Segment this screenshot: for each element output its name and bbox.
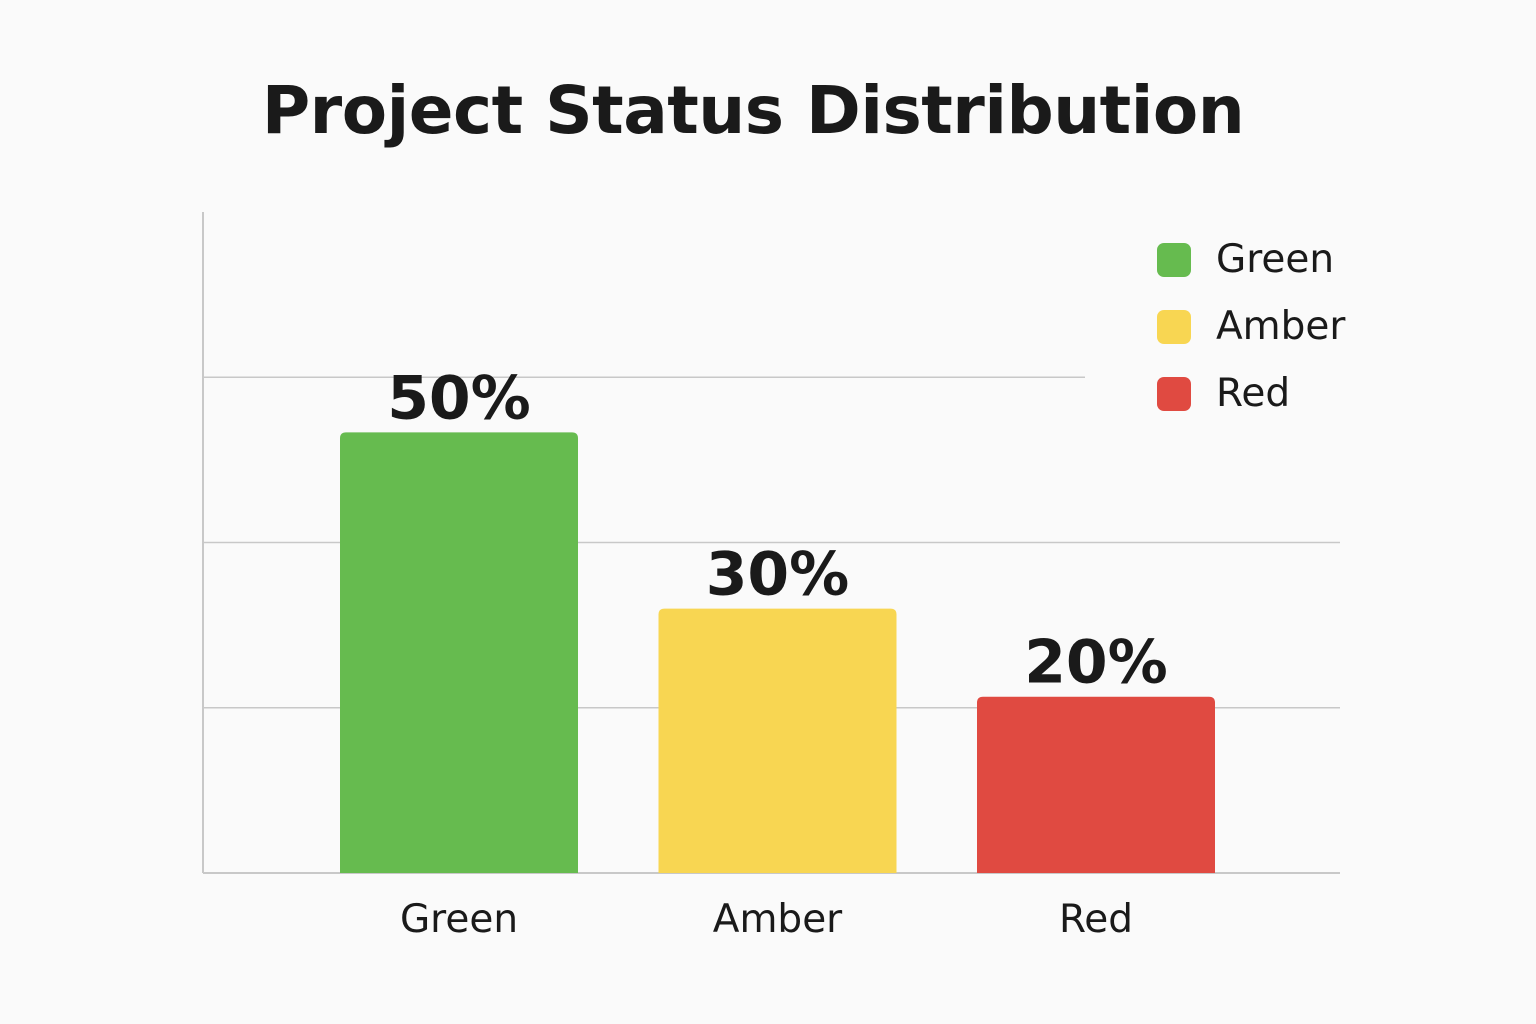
tick-label-green: Green (400, 897, 518, 942)
legend-swatch-amber (1157, 309, 1191, 344)
bars (340, 432, 1215, 873)
legend-item-amber: Amber (1157, 293, 1407, 360)
legend-swatch-green (1157, 242, 1191, 277)
value-labels: 50% 30% 20% (387, 363, 1168, 697)
legend-label-red: Red (1216, 371, 1291, 416)
bar-amber (658, 608, 897, 873)
bar-red (977, 696, 1215, 873)
legend-label-green: Green (1216, 237, 1335, 282)
bar-green (340, 432, 578, 873)
value-label-amber: 30% (706, 540, 850, 610)
legend-label-amber: Amber (1216, 304, 1346, 349)
legend-item-red: Red (1157, 360, 1407, 427)
tick-label-amber: Amber (713, 897, 843, 942)
tick-label-red: Red (1059, 897, 1133, 942)
legend-item-green: Green (1157, 226, 1407, 293)
chart-title: Project Status Distribution (261, 72, 1245, 149)
value-label-red: 20% (1024, 628, 1168, 698)
legend-swatch-red (1157, 376, 1191, 411)
category-ticks: Green Amber Red (400, 897, 1133, 942)
legend: Green Amber Red (1157, 226, 1407, 427)
value-label-green: 50% (387, 363, 531, 433)
